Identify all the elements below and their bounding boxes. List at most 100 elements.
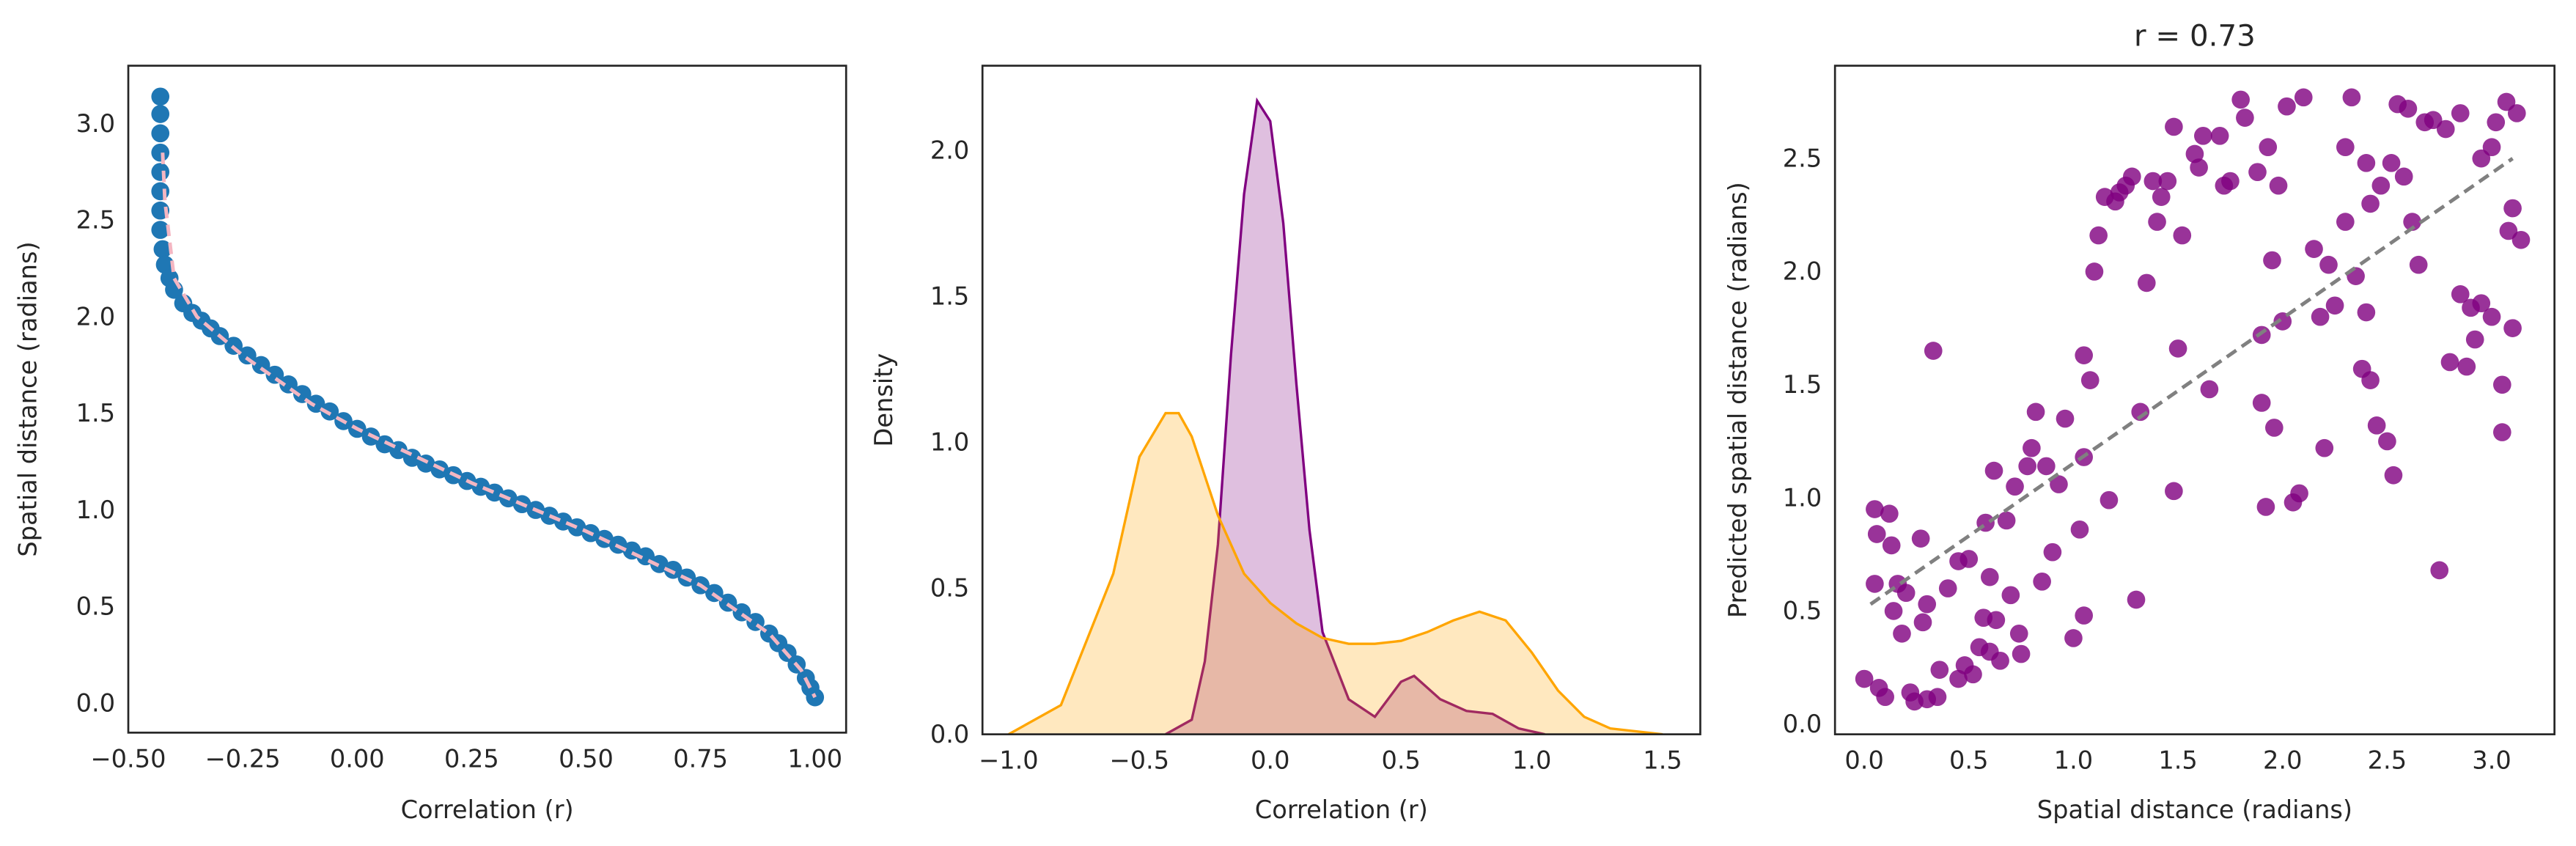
point: [2018, 457, 2036, 476]
area-line: [1165, 97, 1545, 735]
point: [2064, 629, 2083, 647]
point: [2382, 154, 2401, 172]
point: [1980, 567, 1999, 586]
point: [151, 87, 170, 106]
line: [1869, 157, 2514, 606]
point: [1984, 461, 2003, 480]
x-tick-label: 1.5: [2158, 746, 2197, 775]
y-tick-label: 0.5: [930, 574, 969, 603]
x-tick-label: 1.5: [1643, 746, 1682, 775]
point: [2050, 475, 2068, 493]
point: [650, 555, 669, 573]
point: [2089, 226, 2108, 245]
y-axis-label: Density: [869, 353, 898, 447]
point: [2085, 262, 2104, 281]
area-line: [1008, 411, 1663, 735]
point: [2221, 172, 2240, 191]
point: [151, 143, 170, 162]
point: [2325, 296, 2344, 315]
point: [2152, 188, 2171, 206]
x-tick-label: 2.0: [2263, 746, 2302, 775]
plot-area: [1855, 88, 2531, 711]
x-tick-label: 0.75: [673, 744, 728, 773]
x-tick-label: 0.25: [444, 744, 499, 773]
point: [1896, 584, 1916, 603]
point: [2499, 221, 2518, 240]
y-axis-label: Spatial distance (radians): [14, 241, 43, 556]
point: [2424, 111, 2443, 130]
point: [1884, 602, 1903, 620]
point: [2269, 176, 2288, 195]
axes-frame: [981, 65, 1701, 735]
point: [2440, 353, 2459, 372]
point: [1918, 595, 1937, 614]
point: [1911, 529, 1930, 548]
x-axis-label: Spatial distance (radians): [2037, 795, 2352, 824]
x-axis-label: Correlation (r): [1255, 795, 1428, 824]
point: [1880, 504, 1899, 523]
x-tick-label: −1.0: [979, 746, 1039, 775]
point: [1855, 669, 1874, 688]
point: [320, 402, 339, 421]
point: [2236, 108, 2254, 127]
point: [2006, 477, 2024, 496]
point: [2259, 138, 2278, 157]
point: [2075, 346, 2094, 364]
point: [2367, 416, 2386, 435]
y-tick-label: 1.5: [1783, 370, 1822, 399]
point: [1930, 661, 1949, 679]
area: [1166, 100, 1545, 735]
y-axis-label: Predicted spatial distance (radians): [1723, 182, 1752, 618]
point: [2305, 240, 2323, 258]
point: [2165, 482, 2183, 501]
point: [2503, 199, 2522, 218]
x-tick-label: 3.0: [2472, 746, 2511, 775]
point: [663, 560, 682, 579]
point: [2436, 119, 2455, 139]
point: [2336, 213, 2355, 231]
y-tick-label: 0.0: [1783, 710, 1822, 738]
x-axis-label: Correlation (r): [401, 795, 574, 824]
point: [1876, 688, 1894, 707]
point: [2252, 394, 2271, 412]
point: [151, 163, 170, 181]
point: [1866, 575, 1884, 593]
point: [2165, 117, 2183, 136]
point: [2409, 255, 2428, 274]
axes-frame: [127, 65, 847, 734]
y-tick-label: 2.0: [930, 136, 969, 164]
point: [1913, 613, 1932, 632]
point: [2290, 484, 2308, 503]
point: [2482, 138, 2501, 157]
x-tick-label: 0.5: [1381, 746, 1420, 775]
x-tick-label: 0.0: [1251, 746, 1289, 775]
y-tick-label: 0.0: [76, 688, 115, 717]
point: [2070, 520, 2089, 539]
point: [1924, 342, 1943, 360]
point: [1949, 669, 1968, 688]
point: [1991, 651, 2009, 670]
point: [2294, 88, 2313, 107]
point: [2336, 138, 2355, 157]
x-tick-label: −0.50: [91, 744, 166, 773]
x-tick-label: 0.00: [330, 744, 385, 773]
point: [2403, 213, 2421, 231]
point: [1987, 611, 2006, 630]
line: [161, 152, 817, 699]
x-tick-label: −0.5: [1110, 746, 1170, 775]
point: [2451, 285, 2470, 304]
point: [2265, 419, 2284, 437]
panel: 0.0 0.5 1.0 1.5 2.0 2.5 3.0 0.0 0.5 1.0 1.5 2.0 2.5 S…: [1723, 19, 2555, 824]
point: [2311, 307, 2330, 326]
point: [1928, 688, 1947, 707]
point: [2137, 273, 2156, 293]
point: [1938, 579, 1957, 597]
point: [2263, 251, 2281, 270]
point: [151, 105, 170, 123]
point: [1997, 511, 2016, 530]
y-tick-label: 2.5: [1783, 144, 1822, 172]
y-tick-label: 3.0: [76, 109, 115, 138]
point: [306, 394, 325, 413]
point: [2033, 572, 2051, 591]
